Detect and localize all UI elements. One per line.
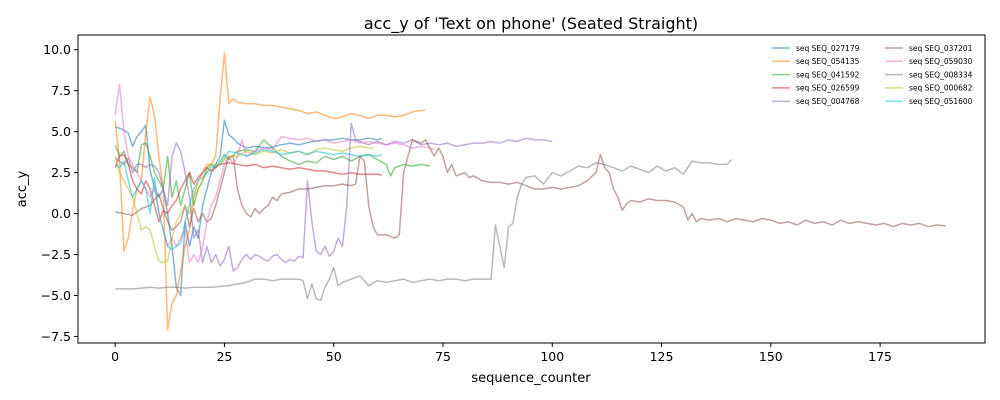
series-line-6 — [114, 83, 435, 264]
x-tick-label-3: 75 — [435, 349, 451, 364]
y-tick-label-3: 0.0 — [51, 206, 71, 221]
legend-label-5: seq SEQ_037201 — [909, 44, 973, 53]
series-line-1 — [114, 52, 426, 331]
legend-label-4: seq SEQ_004768 — [796, 97, 860, 106]
y-tick-label-5: 5.0 — [51, 124, 71, 139]
legend-label-6: seq SEQ_059030 — [909, 57, 973, 66]
legend-label-9: seq SEQ_051600 — [909, 97, 973, 106]
legend-label-2: seq SEQ_041592 — [796, 70, 860, 79]
x-axis-label: sequence_counter — [471, 371, 591, 386]
y-tick-label-2: −2.5 — [41, 247, 71, 262]
y-tick-label-6: 7.5 — [51, 83, 71, 98]
x-tick-label-1: 25 — [216, 349, 232, 364]
x-tick-label-6: 150 — [759, 349, 783, 364]
y-axis-ticks: −7.5 −5.0 −2.5 0.0 2.5 5.0 7.5 10.0 — [41, 42, 78, 344]
plot-area-frame — [77, 34, 986, 344]
legend-label-3: seq SEQ_026599 — [796, 84, 860, 93]
legend-label-8: seq SEQ_000682 — [909, 84, 973, 93]
x-tick-label-4: 100 — [540, 349, 564, 364]
legend-label-7: seq SEQ_008334 — [909, 70, 973, 79]
legend-label-1: seq SEQ_054135 — [796, 57, 860, 66]
legend-label-0: seq SEQ_027179 — [796, 44, 860, 53]
series-line-8 — [114, 145, 373, 264]
x-tick-label-2: 50 — [326, 349, 342, 364]
series-line-7 — [115, 158, 733, 302]
y-tick-label-7: 10.0 — [43, 42, 71, 57]
y-tick-label-1: −5.0 — [41, 288, 71, 303]
y-axis-label: acc_y — [15, 170, 30, 207]
y-tick-label-0: −7.5 — [41, 329, 71, 344]
x-tick-label-5: 125 — [650, 349, 674, 364]
x-tick-label-7: 175 — [868, 349, 892, 364]
series-line-5 — [115, 139, 946, 239]
y-tick-label-4: 2.5 — [51, 165, 71, 180]
chart-title: acc_y of 'Text on phone' (Seated Straigh… — [364, 14, 698, 34]
series-layer — [114, 52, 946, 331]
series-line-9 — [114, 148, 383, 251]
x-tick-label-0: 0 — [111, 349, 119, 364]
series-line-4 — [114, 122, 553, 272]
x-axis-ticks: 0 25 50 75 100 125 150 175 — [111, 343, 892, 364]
